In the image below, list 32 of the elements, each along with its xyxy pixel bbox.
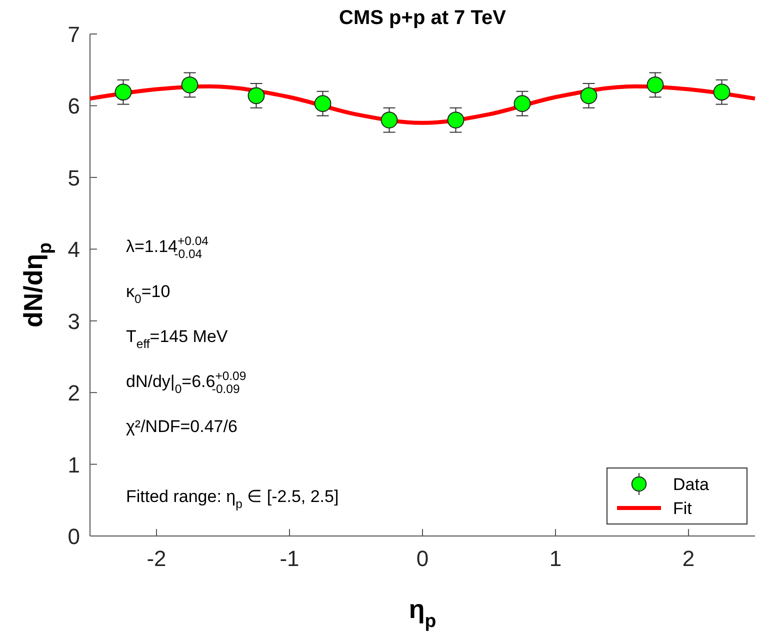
point (248, 87, 265, 104)
x-tick-label: -1 (280, 546, 300, 571)
point (314, 95, 332, 112)
legend-label: Data (673, 475, 710, 494)
annotation: T$_{eff}$=145 MeV (126, 327, 228, 351)
x-tick-label: 0 (416, 546, 429, 571)
point (181, 76, 198, 94)
point (114, 84, 132, 101)
x-tick-label: -2 (146, 546, 166, 571)
point (380, 112, 398, 129)
point (447, 112, 464, 129)
x-axis-title: η$_{p}$ (408, 594, 436, 632)
annotation: κ$_{0}$=10 (126, 282, 170, 306)
y-tick-label: 1 (68, 452, 80, 478)
y-tick-label: 6 (68, 94, 80, 119)
y-tick-label: 7 (68, 22, 80, 47)
y-tick-label: 5 (68, 165, 80, 190)
legend-label: Fit (673, 499, 692, 518)
x-tick-label: 1 (549, 546, 562, 571)
annotation: Fitted range: η$_{p}$ ∈ [-2.5, 2.5] (126, 487, 339, 511)
y-tick-label: 3 (68, 308, 80, 334)
point (580, 87, 598, 104)
point (646, 76, 664, 94)
y-tick-label: 4 (68, 237, 80, 262)
annotation: χ²/NDF=0.47/6 (126, 417, 238, 436)
chart-title: CMS p+p at 7 TeV (339, 7, 507, 29)
y-tick-label: 2 (68, 380, 80, 406)
point (514, 95, 531, 112)
line-series (88, 84, 757, 125)
point (713, 84, 730, 101)
y-tick-label: 0 (68, 524, 80, 549)
x-tick-label: 2 (682, 546, 695, 571)
